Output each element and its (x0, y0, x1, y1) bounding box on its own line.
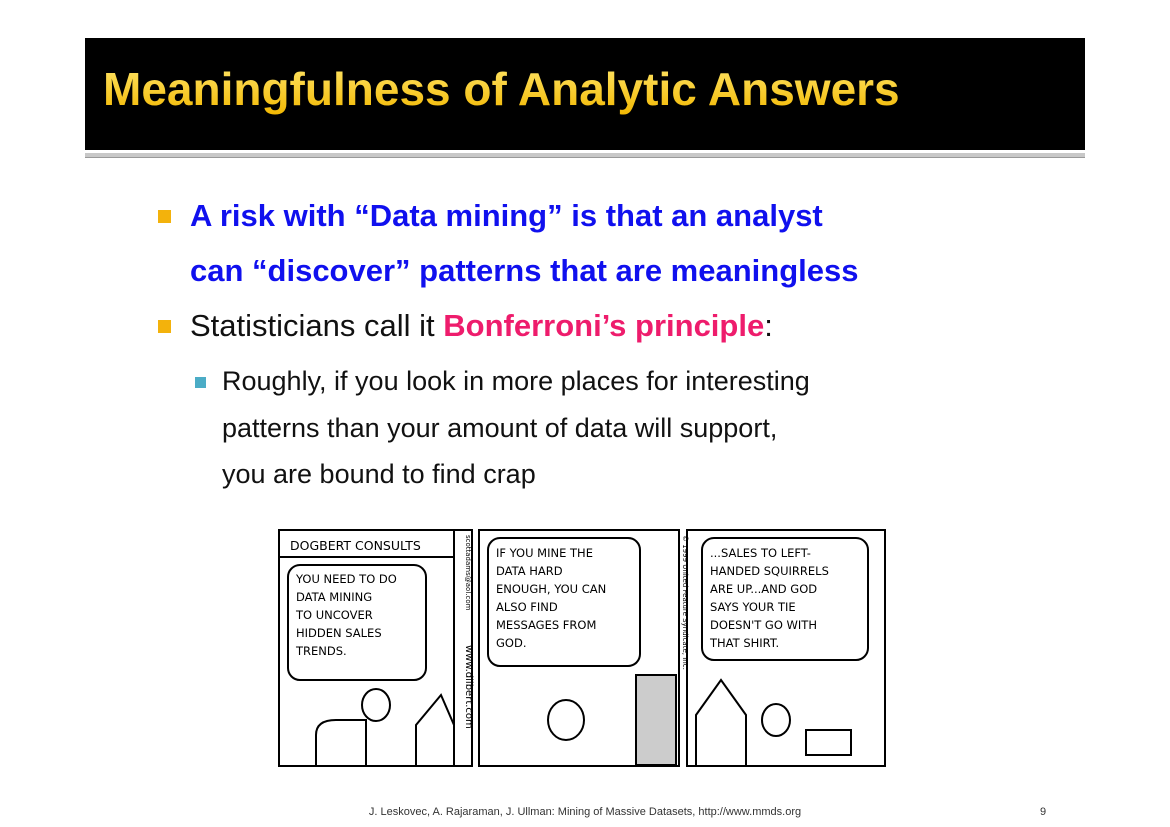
comic-speech: ...SALES TO LEFT- (710, 546, 811, 560)
bullet-highlight: Bonferroni’s principle (443, 308, 765, 343)
comic-speech: HIDDEN SALES (296, 626, 382, 640)
comic-speech: MESSAGES FROM (496, 618, 596, 632)
drawing (761, 703, 791, 737)
sub-bullet-square (195, 377, 206, 388)
drawing (315, 719, 367, 765)
drawing (635, 674, 677, 766)
comic-speech: TO UNCOVER (295, 608, 373, 622)
comic-panel (478, 529, 680, 767)
comic-speech: DATA MINING (296, 590, 372, 604)
speech-bubble (487, 537, 641, 667)
comic-speech: DATA HARD (496, 564, 563, 578)
comic-speech: YOU NEED TO DO (295, 572, 397, 586)
speech-bubble (701, 537, 869, 661)
comic-speech: DOESN'T GO WITH (710, 618, 817, 632)
bullet-square (158, 320, 171, 333)
comic-credit: scottadams@aol.com (464, 535, 472, 611)
drawing (695, 678, 747, 765)
title-rule (85, 153, 1085, 158)
comic-speech: GOD. (496, 636, 526, 650)
comic-panel (686, 529, 886, 767)
comic-speech: TRENDS. (295, 644, 347, 658)
title: Meaningfulness of Analytic Answers (103, 63, 900, 115)
speech-bubble (287, 564, 427, 681)
comic: DOGBERT CONSULTS YOU NEED TO DO DATA MININ… (278, 529, 886, 767)
comic-credit: © 1999 United Feature Syndicate, Inc. (681, 535, 689, 670)
comic-speech: ALSO FIND (496, 600, 558, 614)
comic-header: DOGBERT CONSULTS (290, 538, 421, 553)
sub-bullet-line: Roughly, if you look in more places for … (222, 366, 810, 396)
comic-speech: ARE UP...AND GOD (710, 582, 817, 596)
bullet-square (158, 210, 171, 223)
comic-credit: www.dilbert.com (463, 645, 474, 729)
page-number: 9 (1040, 806, 1047, 818)
footer-citation: J. Leskovec, A. Rajaraman, J. Ullman: Mi… (368, 806, 802, 818)
sub-bullet-line: patterns than your amount of data will s… (222, 413, 778, 443)
drawing (361, 688, 391, 722)
comic-panel (278, 529, 473, 767)
drawing (805, 729, 852, 756)
sub-bullet-line: you are bound to find crap (222, 459, 536, 489)
bullet-text: Statisticians call it (190, 308, 444, 343)
bullet-line: can “discover” patterns that are meaning… (190, 253, 859, 288)
comic-speech: THAT SHIRT. (709, 636, 779, 650)
comic-speech: IF YOU MINE THE (496, 546, 593, 560)
bullet-line: Statisticians call it Bonferroni’s princ… (190, 308, 773, 344)
drawing (547, 699, 585, 741)
bullet-text: : (764, 308, 773, 343)
drawing (415, 693, 455, 765)
comic-speech: HANDED SQUIRRELS (710, 564, 829, 578)
bullet-line: A risk with “Data mining” is that an ana… (190, 198, 823, 233)
comic-speech: SAYS YOUR TIE (710, 600, 796, 614)
title-bar: Meaningfulness of Analytic Answers (85, 38, 1085, 150)
comic-speech: ENOUGH, YOU CAN (496, 582, 606, 596)
